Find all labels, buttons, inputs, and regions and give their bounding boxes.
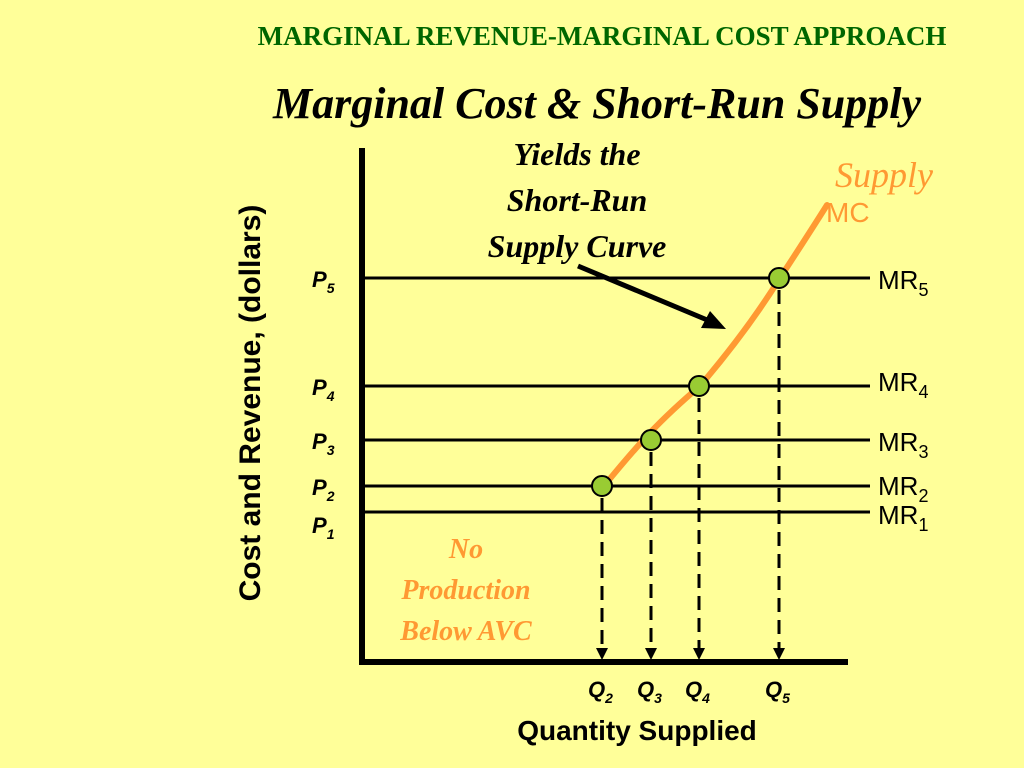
quantity-label-q4: Q4 — [685, 677, 710, 706]
quantity-label-q2: Q2 — [588, 677, 613, 706]
point-q3-p3 — [640, 429, 662, 451]
mr-label-3: MR3 — [878, 427, 928, 462]
price-label-p3: P3 — [312, 429, 335, 458]
no-production-line-1: No — [448, 534, 483, 565]
q4-arrowhead — [693, 648, 705, 660]
yields-arrowhead — [701, 311, 726, 329]
point-q2-p2 — [591, 475, 613, 497]
q2-arrowhead — [596, 648, 608, 660]
section-title: MARGINAL REVENUE-MARGINAL COST APPROACH — [258, 21, 947, 51]
price-label-p5: P5 — [312, 267, 335, 296]
yields-line-1: Yields the — [513, 136, 640, 172]
mr-label-1: MR1 — [878, 500, 928, 535]
yields-line-2: Short-Run — [507, 182, 648, 218]
price-label-p4: P4 — [312, 375, 335, 404]
quantity-label-q5: Q5 — [765, 677, 790, 706]
x-axis-label: Quantity Supplied — [517, 715, 757, 746]
price-label-p1: P1 — [312, 513, 335, 542]
yields-line-3: Supply Curve — [488, 228, 667, 264]
no-production-line-2: Production — [400, 575, 530, 606]
y-axis-label: Cost and Revenue, (dollars) — [234, 205, 267, 602]
point-q4-p4 — [688, 375, 710, 397]
quantity-label-q3: Q3 — [637, 677, 662, 706]
no-production-annotation: No Production Below AVC — [399, 534, 532, 647]
price-label-p2: P2 — [312, 475, 335, 504]
mr-label-5: MR5 — [878, 265, 928, 300]
mr-label-2: MR2 — [878, 471, 928, 506]
q5-arrowhead — [773, 648, 785, 660]
slide-title: Marginal Cost & Short-Run Supply — [272, 79, 921, 128]
no-production-line-3: Below AVC — [399, 616, 532, 647]
point-q5-p5 — [768, 267, 790, 289]
mc-label: MC — [826, 197, 870, 228]
mr-label-4: MR4 — [878, 367, 928, 402]
q3-arrowhead — [645, 648, 657, 660]
yields-arrow-shaft — [577, 263, 713, 325]
yields-annotation: Yields the Short-Run Supply Curve — [488, 136, 667, 264]
supply-label: Supply — [835, 155, 933, 195]
